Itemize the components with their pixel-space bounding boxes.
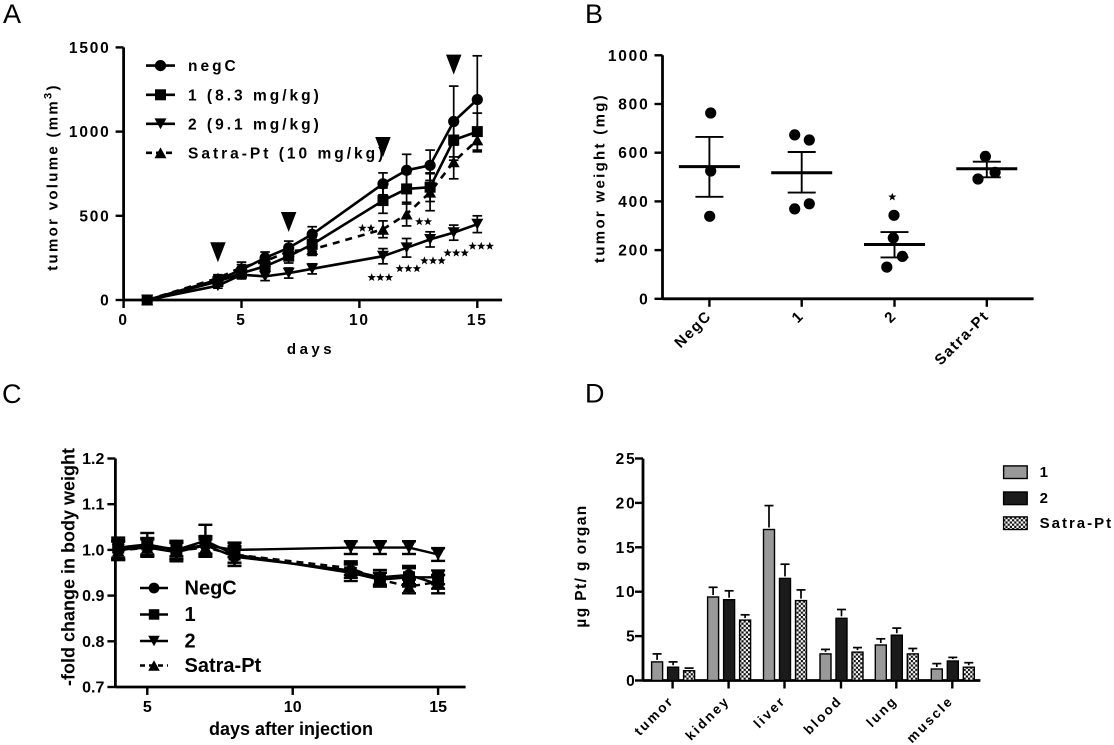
svg-text:days: days (287, 341, 335, 358)
svg-text:0.9: 0.9 (82, 588, 104, 605)
svg-text:1.2: 1.2 (82, 451, 104, 468)
svg-text:0: 0 (639, 291, 649, 308)
svg-text:2: 2 (185, 631, 196, 653)
svg-text:1000: 1000 (69, 124, 111, 141)
svg-text:C: C (2, 379, 22, 409)
svg-text:0: 0 (626, 673, 636, 690)
svg-text:600: 600 (618, 145, 649, 162)
svg-text:15: 15 (429, 699, 447, 716)
svg-text:Satra-Pt (10 mg/kg): Satra-Pt (10 mg/kg) (188, 145, 386, 162)
svg-text:0.7: 0.7 (82, 680, 104, 697)
svg-text:0.8: 0.8 (82, 634, 104, 651)
svg-text:5: 5 (626, 629, 636, 646)
svg-text:0: 0 (118, 312, 128, 329)
svg-text:B: B (585, 0, 603, 29)
svg-text:D: D (585, 379, 605, 409)
svg-text:-fold change in body weight: -fold change in body weight (59, 448, 79, 686)
svg-text:500: 500 (79, 208, 110, 225)
svg-text:tumor volume (mm3): tumor volume (mm3) (43, 83, 62, 271)
svg-text:400: 400 (618, 194, 649, 211)
svg-text:2 (9.1 mg/kg): 2 (9.1 mg/kg) (188, 116, 322, 133)
svg-text:10: 10 (349, 312, 370, 329)
svg-text:1: 1 (1040, 464, 1050, 481)
svg-text:tumor weight (mg): tumor weight (mg) (592, 93, 609, 263)
svg-text:1 (8.3 mg/kg): 1 (8.3 mg/kg) (188, 87, 322, 104)
svg-text:800: 800 (618, 97, 649, 114)
svg-text:NegC: NegC (185, 578, 237, 600)
svg-text:10: 10 (284, 699, 302, 716)
svg-text:10: 10 (616, 584, 637, 601)
svg-text:5: 5 (236, 312, 246, 329)
svg-text:25: 25 (616, 451, 637, 468)
svg-text:1: 1 (185, 604, 196, 626)
svg-text:1.0: 1.0 (82, 542, 104, 559)
svg-text:1.1: 1.1 (82, 497, 104, 514)
svg-text:1000: 1000 (608, 48, 650, 65)
svg-text:Satra-Pt: Satra-Pt (185, 655, 262, 677)
svg-text:days after injection: days after injection (209, 719, 373, 739)
svg-text:200: 200 (618, 243, 649, 260)
svg-text:negC: negC (188, 58, 239, 75)
svg-text:15: 15 (616, 540, 637, 557)
svg-text:0: 0 (100, 293, 110, 310)
svg-text:1500: 1500 (69, 40, 111, 57)
svg-text:µg Pt/ g organ: µg Pt/ g organ (573, 504, 590, 627)
svg-text:Satra-Pt: Satra-Pt (1040, 515, 1114, 532)
svg-text:A: A (3, 0, 21, 29)
svg-text:5: 5 (143, 699, 152, 716)
svg-text:2: 2 (1040, 490, 1050, 507)
svg-text:15: 15 (467, 312, 488, 329)
svg-text:20: 20 (616, 495, 637, 512)
